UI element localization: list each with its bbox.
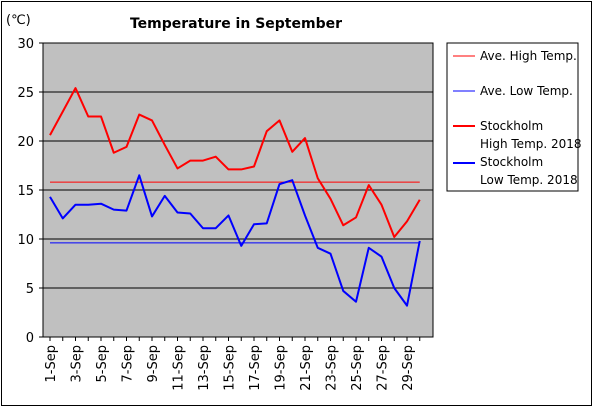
x-tick-label: 17-Sep [248,345,263,391]
x-axis: 1-Sep 3-Sep 5-Sep 7-Sep 9-Sep 11-Sep 13-Sep 15-… [44,337,421,391]
x-tick-label: 7-Sep [121,345,136,382]
x-tick-label: 9-Sep [146,345,161,382]
legend-label: High Temp. 2018 [480,137,582,151]
unit-label: (℃) [6,13,31,28]
x-tick-label: 3-Sep [70,345,85,382]
y-tick-label: 30 [17,37,34,52]
legend-label: Stockholm [480,155,543,169]
x-tick-label: 5-Sep [95,345,110,382]
series-lines [49,87,421,307]
x-tick-label: 15-Sep [223,345,238,391]
y-tick-label: 10 [17,233,34,248]
x-tick-label: 27-Sep [376,345,391,391]
legend-label: Ave. Low Temp. [480,84,573,98]
x-tick-label: 23-Sep [325,345,340,391]
x-tick-label: 11-Sep [172,345,187,391]
y-tick-label: 25 [17,86,34,101]
y-tick-label: 20 [17,135,34,150]
y-axis: 0 5 10 15 20 25 30 [17,37,43,346]
x-tick-label: 25-Sep [350,345,365,391]
y-tick-label: 0 [26,331,34,346]
y-tick-label: 5 [26,282,34,297]
legend: Ave. High Temp. Ave. Low Temp. Stockholm Hi… [453,49,582,187]
legend-label: Ave. High Temp. [480,49,577,63]
chart-title: Temperature in September [130,16,342,32]
series-line-4 [49,174,421,307]
x-tick-label: 29-Sep [401,345,416,391]
x-tick-label: 13-Sep [197,345,212,391]
x-tick-label: 19-Sep [274,345,289,391]
legend-box [446,42,579,192]
series-line-3 [49,87,421,239]
legend-label: Low Temp. 2018 [480,173,578,187]
legend-label: Stockholm [480,119,543,133]
x-tick-label: 21-Sep [299,345,314,391]
x-tick-label: 1-Sep [44,345,59,382]
y-tick-label: 15 [17,184,34,199]
